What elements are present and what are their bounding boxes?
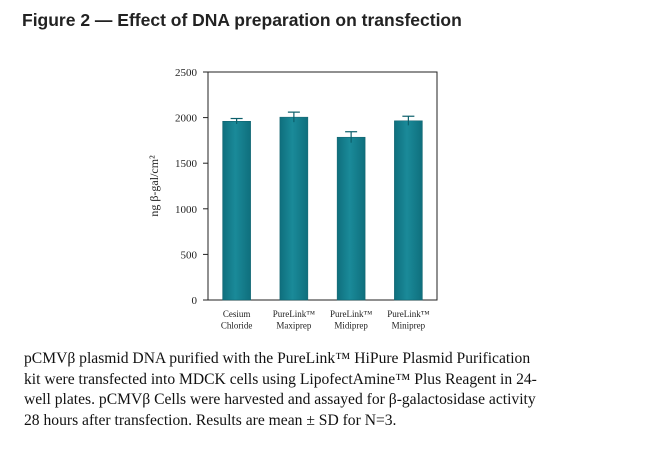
y-tick-label: 2500 [175, 67, 198, 79]
caption-line: kit were transfected into MDCK cells usi… [24, 370, 537, 388]
x-tick-label: Cesium [223, 309, 251, 319]
caption-line: pCMVβ plasmid DNA purified with the Pure… [24, 350, 531, 367]
x-tick-label: Midiprep [334, 321, 368, 331]
bar [279, 116, 309, 301]
caption-line: 28 hours after transfection. Results are… [24, 411, 397, 429]
bar-chart: 0 500 1000 1500 2000 2500 Cesium Chloride PureL… [147, 67, 438, 331]
bar [336, 136, 366, 301]
bar [394, 120, 423, 301]
y-tick-label: 2000 [175, 113, 198, 125]
bar [222, 120, 251, 301]
x-tick-label: PureLink™ [330, 309, 372, 319]
figure-title: Figure 2 — Effect of DNA preparation on … [22, 10, 462, 30]
y-axis-label: ng β-gal/cm² [147, 155, 161, 217]
caption-line: well plates. pCMVβ Cells were harvested … [24, 391, 536, 408]
x-tick-label: Chloride [221, 321, 253, 331]
plot-frame [207, 71, 438, 301]
x-tick-label: PureLink™ [273, 309, 315, 319]
y-tick-label: 1000 [175, 204, 198, 216]
x-tick-label: Maxiprep [276, 321, 311, 331]
y-tick-label: 1500 [175, 158, 198, 170]
y-tick-label: 500 [181, 249, 198, 261]
y-tick-label: 0 [192, 295, 198, 307]
x-tick-label: Miniprep [392, 321, 426, 331]
figure-caption: pCMVβ plasmid DNA purified with the Pure… [24, 349, 634, 431]
x-tick-label: PureLink™ [387, 309, 429, 319]
